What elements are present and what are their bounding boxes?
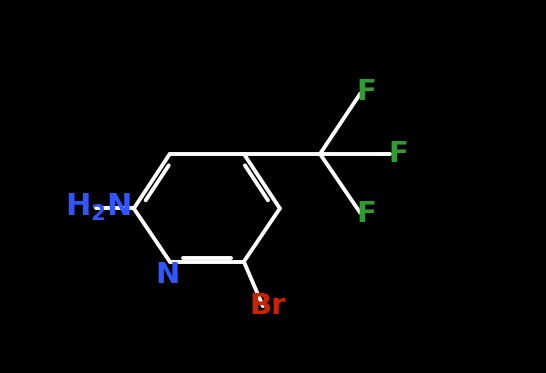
Text: $\mathbf{H_2N}$: $\mathbf{H_2N}$ xyxy=(65,191,131,223)
Text: Br: Br xyxy=(249,292,286,320)
Text: F: F xyxy=(357,200,377,228)
Text: N: N xyxy=(156,260,180,289)
Text: F: F xyxy=(357,78,377,106)
Text: F: F xyxy=(388,140,408,168)
